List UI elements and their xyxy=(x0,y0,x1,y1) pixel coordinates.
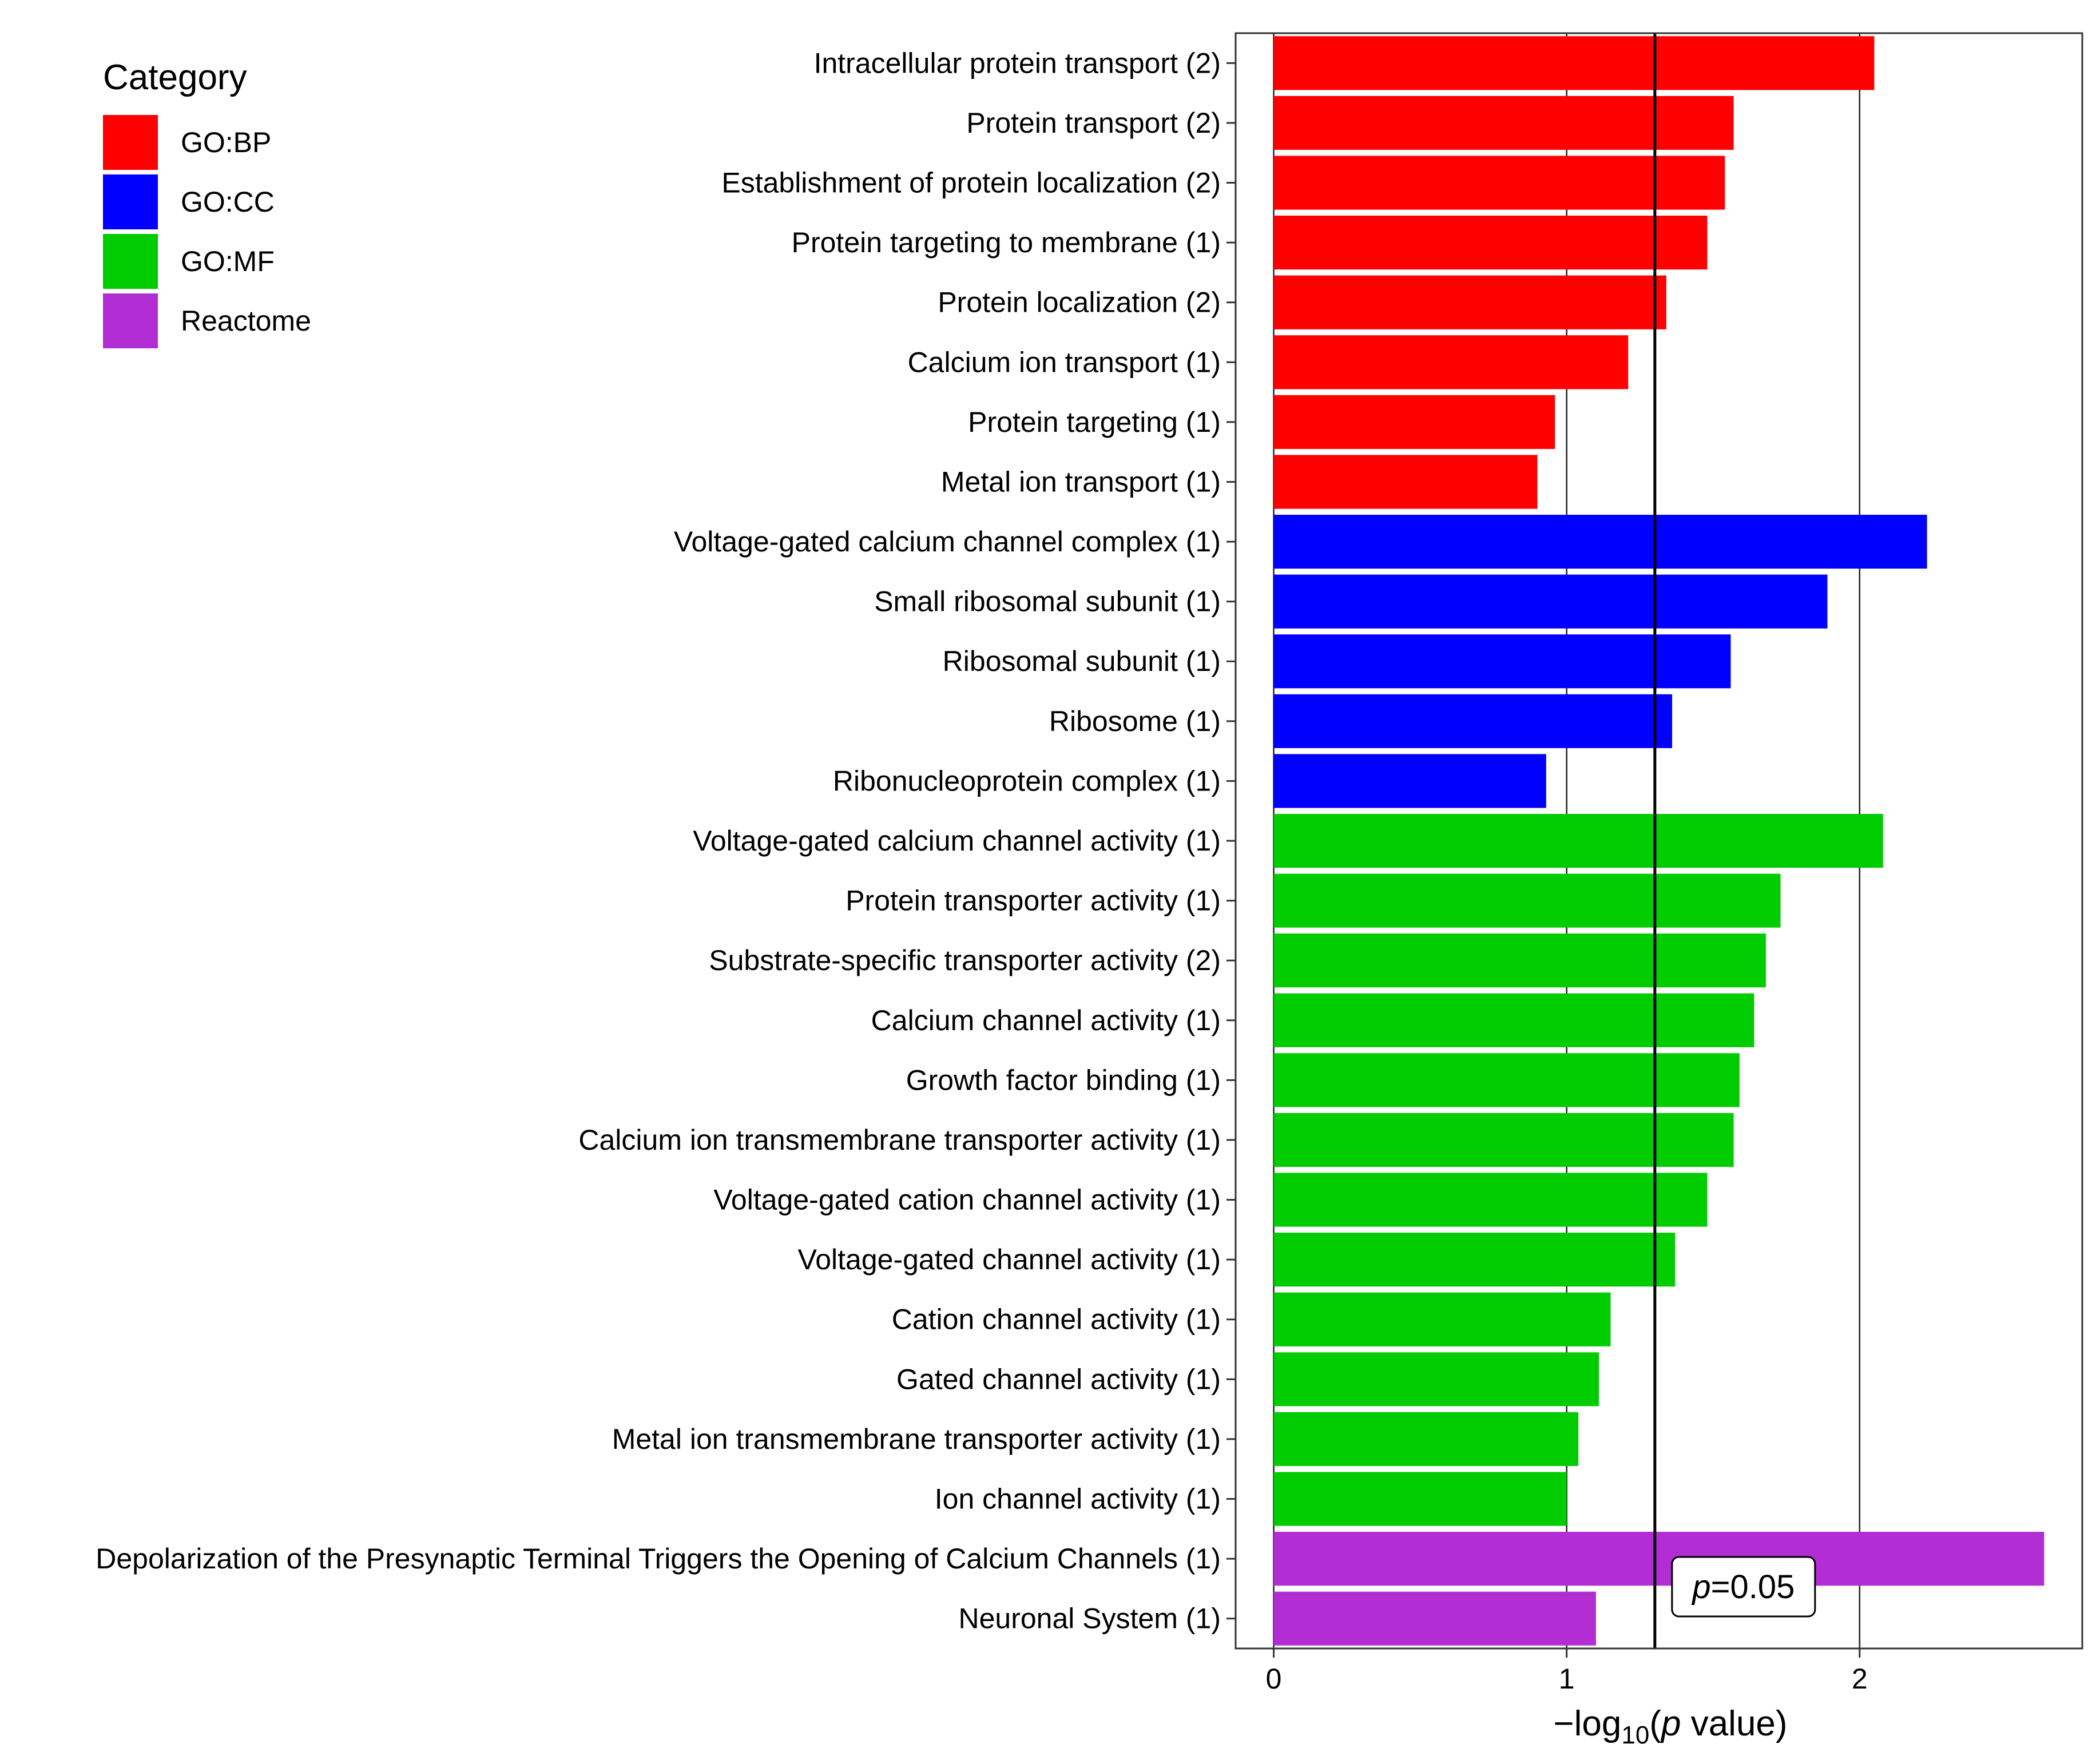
bar-voltage-gated-cation-channel-activity-1 xyxy=(1273,1173,1708,1227)
y-tick-label: Voltage-gated cation channel activity (1… xyxy=(713,1184,1221,1216)
x-axis-title: −log10(p value) xyxy=(1553,1704,1787,1744)
bar-gated-channel-activity-1 xyxy=(1273,1352,1599,1407)
y-tick-label: Calcium ion transport (1) xyxy=(908,346,1221,378)
y-tick-label: Protein targeting to membrane (1) xyxy=(792,227,1221,259)
y-tick-label: Voltage-gated calcium channel complex (1… xyxy=(674,526,1221,558)
legend-key-reactome xyxy=(103,293,158,348)
legend-key-go-mf xyxy=(103,234,158,289)
y-axis-labels: Intracellular protein transport (2) Prote… xyxy=(96,47,1221,1634)
bar-neuronal-system-1 xyxy=(1273,1591,1596,1646)
y-tick-label: Intracellular protein transport (2) xyxy=(814,47,1221,79)
bar-metal-ion-transmembrane-transporter-activity-1 xyxy=(1273,1412,1579,1466)
legend-key-go-cc xyxy=(103,174,158,229)
bar-intracellular-protein-transport-2 xyxy=(1273,36,1875,90)
threshold-annotation-box xyxy=(1671,1556,1816,1618)
threshold-annotation-label: p=0.05 xyxy=(1691,1568,1795,1606)
bar-depolarization-of-the-presynaptic-terminal-triggers-the-opening-of-calcium-channels-1 xyxy=(1273,1532,2045,1586)
y-tick-label: Calcium ion transmembrane transporter ac… xyxy=(578,1124,1221,1156)
bar-protein-targeting-to-membrane-1 xyxy=(1273,216,1708,270)
bar-cation-channel-activity-1 xyxy=(1273,1292,1611,1346)
bar-calcium-ion-transmembrane-transporter-activity-1 xyxy=(1273,1113,1734,1167)
bar-small-ribosomal-subunit-1 xyxy=(1273,574,1828,629)
y-tick-label: Ribonucleoprotein complex (1) xyxy=(833,765,1221,797)
y-tick-label: Cation channel activity (1) xyxy=(892,1304,1221,1336)
x-axis: 0 1 2 −log10(p value) xyxy=(1226,62,1868,1744)
y-tick-label: Ribosome (1) xyxy=(1049,705,1221,737)
bar-protein-transport-2 xyxy=(1273,96,1734,150)
bar-ion-channel-activity-1 xyxy=(1273,1472,1567,1526)
x-tick-label: 2 xyxy=(1852,1663,1868,1695)
y-tick-label: Protein localization (2) xyxy=(938,287,1221,319)
bar-voltage-gated-calcium-channel-complex-1 xyxy=(1273,514,1927,569)
bar-protein-targeting-1 xyxy=(1273,395,1555,449)
legend-entry-go-bp: GO:BP xyxy=(103,113,311,172)
legend-label-go-bp: GO:BP xyxy=(181,126,272,158)
y-tick-label: Small ribosomal subunit (1) xyxy=(874,586,1221,618)
y-tick-label: Neuronal System (1) xyxy=(959,1603,1221,1635)
legend-label-reactome: Reactome xyxy=(181,305,311,337)
y-tick-label: Calcium channel activity (1) xyxy=(871,1004,1221,1036)
bar-voltage-gated-calcium-channel-activity-1 xyxy=(1273,813,1883,868)
y-tick-label: Ribosomal subunit (1) xyxy=(943,645,1221,677)
bar-calcium-channel-activity-1 xyxy=(1273,993,1754,1047)
y-tick-label: Growth factor binding (1) xyxy=(906,1064,1221,1096)
bar-establishment-of-protein-localization-2 xyxy=(1273,156,1725,210)
y-tick-label: Depolarization of the Presynaptic Termin… xyxy=(96,1543,1221,1575)
y-tick-label: Metal ion transmembrane transporter acti… xyxy=(612,1423,1221,1455)
plot-area: p=0.05 xyxy=(1234,32,2083,1650)
legend-key-go-bp xyxy=(103,115,158,170)
legend-title: Category xyxy=(103,58,247,97)
bar-protein-localization-2 xyxy=(1273,275,1666,329)
bar-protein-transporter-activity-1 xyxy=(1273,873,1781,928)
bar-growth-factor-binding-1 xyxy=(1273,1053,1740,1107)
bar-ribosome-1 xyxy=(1273,694,1673,748)
legend-label-go-cc: GO:CC xyxy=(181,186,275,218)
legend-entry-go-mf: GO:MF xyxy=(103,232,311,291)
x-tick-label: 0 xyxy=(1266,1663,1282,1695)
legend-label-go-mf: GO:MF xyxy=(181,245,275,277)
bar-ribosomal-subunit-1 xyxy=(1273,634,1731,689)
bar-ribonucleoprotein-complex-1 xyxy=(1273,754,1546,808)
y-tick-label: Ion channel activity (1) xyxy=(935,1483,1221,1515)
legend-entry-go-cc: GO:CC xyxy=(103,172,311,232)
y-tick-label: Protein targeting (1) xyxy=(968,406,1221,438)
y-tick-label: Voltage-gated calcium channel activity (… xyxy=(693,825,1221,857)
legend: Category GO:BP GO:CC GO:MF Reactome xyxy=(103,57,311,351)
y-tick-label: Establishment of protein localization (2… xyxy=(721,166,1221,198)
bar-substrate-specific-transporter-activity-2 xyxy=(1273,933,1766,988)
y-tick-label: Gated channel activity (1) xyxy=(896,1363,1221,1395)
legend-entry-reactome: Reactome xyxy=(103,291,311,351)
y-tick-label: Metal ion transport (1) xyxy=(941,466,1221,498)
bar-calcium-ion-transport-1 xyxy=(1273,335,1629,390)
y-tick-label: Protein transport (2) xyxy=(966,107,1221,139)
y-tick-label: Voltage-gated channel activity (1) xyxy=(798,1244,1221,1276)
y-tick-label: Substrate-specific transporter activity … xyxy=(709,944,1221,976)
bar-voltage-gated-channel-activity-1 xyxy=(1273,1233,1676,1287)
x-tick-label: 1 xyxy=(1559,1663,1575,1695)
bar-metal-ion-transport-1 xyxy=(1273,455,1538,509)
y-tick-label: Protein transporter activity (1) xyxy=(845,885,1221,917)
